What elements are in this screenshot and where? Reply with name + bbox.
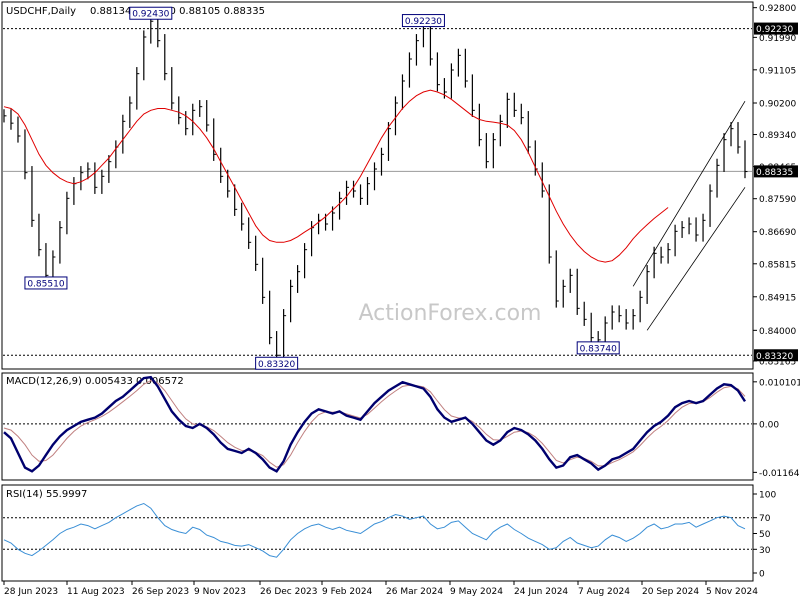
- macd-signal-line: [3, 380, 746, 468]
- annotation-box: [576, 341, 620, 355]
- price-panel: [1, 1, 754, 370]
- annotation-box: [255, 356, 299, 370]
- current-price-box: [754, 165, 798, 178]
- macd-y-axis: 0.010101 0.00 -0.011645: [753, 378, 800, 479]
- x-tick-label: 26 Dec 2023: [260, 587, 318, 597]
- annotation-box: [129, 6, 173, 20]
- x-tick-label: 9 May 2024: [450, 587, 503, 597]
- annotation-label: 0.85510: [27, 279, 64, 289]
- price-series: [3, 14, 748, 362]
- rsi-tick-label: 30: [759, 546, 771, 556]
- current-price-label: 0.88335: [756, 168, 793, 178]
- x-tick-label: 24 Jun 2024: [514, 587, 568, 597]
- macd-label: MACD(12,26,9) 0.005433 0.006572: [6, 376, 184, 387]
- rsi-series-line: [3, 502, 746, 558]
- x-tick-label: 5 Nov 2024: [706, 587, 758, 597]
- price-reference-lines: [3, 28, 752, 356]
- price-tick-label: 0.83165: [759, 357, 796, 367]
- annotation-label: 0.92230: [405, 17, 442, 27]
- price-tick-label: 0.91990: [759, 34, 796, 44]
- channel-line-lower: [646, 187, 746, 331]
- x-tick-label: 9 Nov 2023: [194, 587, 246, 597]
- reference-label-box: [754, 349, 798, 362]
- price-tick-label: 0.87590: [759, 195, 796, 205]
- price-annotations: 0.92430 0.85510 0.83320 0.92230 0.83740: [24, 6, 620, 370]
- annotation-label: 0.83320: [258, 360, 295, 370]
- x-tick-label: 26 Sep 2023: [132, 587, 189, 597]
- price-tick-label: 0.92800: [759, 4, 796, 14]
- price-tick-label: 0.86690: [759, 228, 796, 238]
- macd-tick-label: 0.00: [759, 420, 779, 430]
- annotation-label: 0.83740: [580, 344, 617, 354]
- price-tick-label: 0.85815: [759, 260, 796, 270]
- ohlc-readout: 0.88134 0.88370 0.88105 0.88335: [90, 6, 265, 17]
- rsi-y-axis: 100 70 50 30 0: [753, 491, 776, 580]
- rsi-tick-label: 0: [759, 570, 765, 580]
- rsi-label: RSI(14) 55.9997: [6, 489, 87, 500]
- x-tick-label: 28 Jun 2023: [4, 587, 58, 597]
- price-tick-label: 0.89340: [759, 131, 796, 141]
- rsi-tick-label: 50: [759, 530, 771, 540]
- x-tick-label: 7 Aug 2024: [578, 587, 630, 597]
- rsi-line: [3, 502, 752, 558]
- x-axis: 28 Jun 2023 11 Aug 2023 26 Sep 2023 9 Nov 2…: [3, 581, 758, 597]
- annotation-label: 0.92430: [132, 10, 169, 20]
- x-tick-label: 20 Sep 2024: [642, 587, 699, 597]
- reference-label: 0.83320: [756, 352, 793, 362]
- trend-channel: [632, 100, 746, 331]
- annotation-box: [24, 276, 68, 290]
- rsi-tick-label: 100: [759, 491, 776, 501]
- x-tick-label: 11 Aug 2023: [67, 587, 125, 597]
- macd-lines: [3, 375, 752, 473]
- macd-tick-label: 0.010101: [759, 378, 800, 388]
- macd-tick-label: -0.011645: [759, 469, 800, 479]
- annotation-box: [401, 14, 445, 28]
- price-tick-label: 0.84000: [759, 327, 796, 337]
- rsi-tick-label: 70: [759, 514, 771, 524]
- price-tick-label: 0.91105: [759, 66, 796, 76]
- reference-label: 0.92230: [756, 25, 793, 35]
- price-y-axis: 0.928000.919900.911050.902000.893400.884…: [753, 4, 798, 367]
- reference-label-box: [754, 22, 798, 35]
- x-tick-label: 9 Feb 2024: [322, 587, 373, 597]
- price-tick-label: 0.90200: [759, 100, 796, 110]
- macd-panel: [1, 372, 754, 481]
- chart-title: USDCHF,Daily: [6, 6, 76, 17]
- moving-average-line: [3, 89, 669, 263]
- channel-line-upper: [632, 100, 746, 287]
- watermark: ActionForex.com: [359, 301, 542, 326]
- price-tick-label: 0.84915: [759, 293, 796, 303]
- x-tick-label: 26 Mar 2024: [386, 587, 443, 597]
- macd-line: [3, 375, 747, 473]
